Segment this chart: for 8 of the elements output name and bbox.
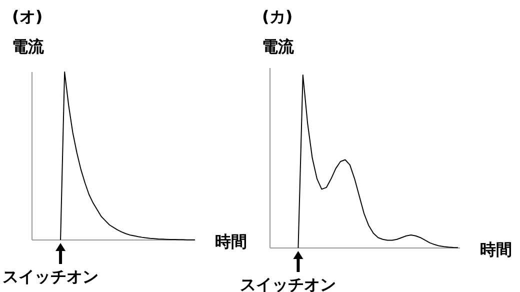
x-axis-title: 時間 [480,240,512,259]
chart-title: (カ) [262,7,293,26]
x-axis-title: 時間 [215,232,247,251]
y-axis-title: 電流 [12,37,45,56]
chart-title: (オ) [12,7,43,26]
text: スイッチオン [2,267,99,286]
y-axis-title: 電流 [262,37,295,56]
text: スイッチオン [240,275,336,292]
